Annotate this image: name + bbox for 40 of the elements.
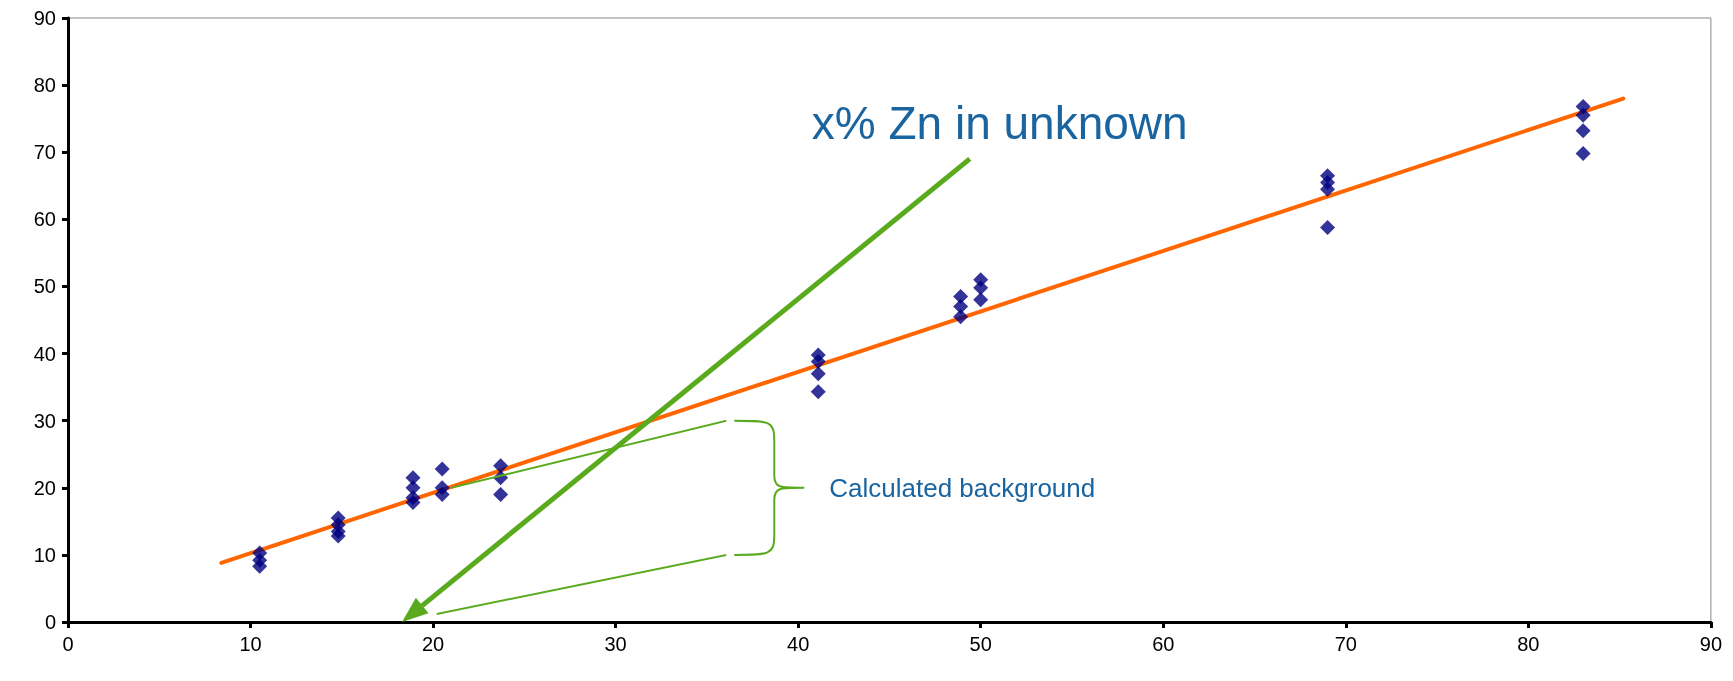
point bbox=[330, 528, 346, 544]
point bbox=[973, 292, 989, 308]
point bbox=[434, 461, 450, 477]
y-tick-label: 70 bbox=[33, 141, 56, 164]
x-tick-label: 50 bbox=[969, 633, 992, 655]
point bbox=[953, 309, 969, 325]
y-tick-label: 20 bbox=[33, 476, 56, 499]
point bbox=[1320, 181, 1336, 197]
x-tick-label: 90 bbox=[1699, 633, 1722, 655]
x-tick-label: 20 bbox=[421, 633, 445, 655]
point bbox=[810, 354, 826, 370]
point bbox=[810, 384, 826, 400]
point bbox=[810, 366, 826, 382]
y-tick-label: 60 bbox=[33, 208, 56, 231]
point bbox=[493, 458, 509, 474]
x-tick-label: 0 bbox=[62, 633, 74, 655]
y-tick-label: 30 bbox=[33, 409, 56, 432]
point bbox=[1320, 219, 1336, 235]
x-tick-label: 30 bbox=[604, 633, 627, 655]
x-tick-label: 70 bbox=[1334, 633, 1357, 655]
point bbox=[434, 486, 450, 502]
y-tick-label: 40 bbox=[33, 342, 56, 365]
y-tick-label: 50 bbox=[33, 275, 56, 298]
y-tick-label: 80 bbox=[33, 74, 56, 97]
point bbox=[493, 486, 509, 502]
y-tick-label: 10 bbox=[33, 543, 56, 566]
annotation: x% Zn in unknown bbox=[811, 96, 1188, 149]
x-tick-label: 80 bbox=[1517, 633, 1540, 655]
point bbox=[252, 558, 268, 574]
point bbox=[1575, 146, 1591, 162]
point bbox=[405, 495, 421, 511]
point bbox=[973, 280, 989, 296]
y-tick-label: 0 bbox=[44, 611, 56, 633]
x-tick-label: 40 bbox=[787, 633, 810, 655]
x-tick-label: 60 bbox=[1152, 633, 1175, 655]
x-tick-label: 10 bbox=[239, 633, 262, 655]
point bbox=[1575, 107, 1591, 123]
annotation: Calculated background bbox=[829, 472, 1096, 503]
point bbox=[1575, 123, 1591, 139]
y-tick-label: 90 bbox=[33, 7, 56, 29]
